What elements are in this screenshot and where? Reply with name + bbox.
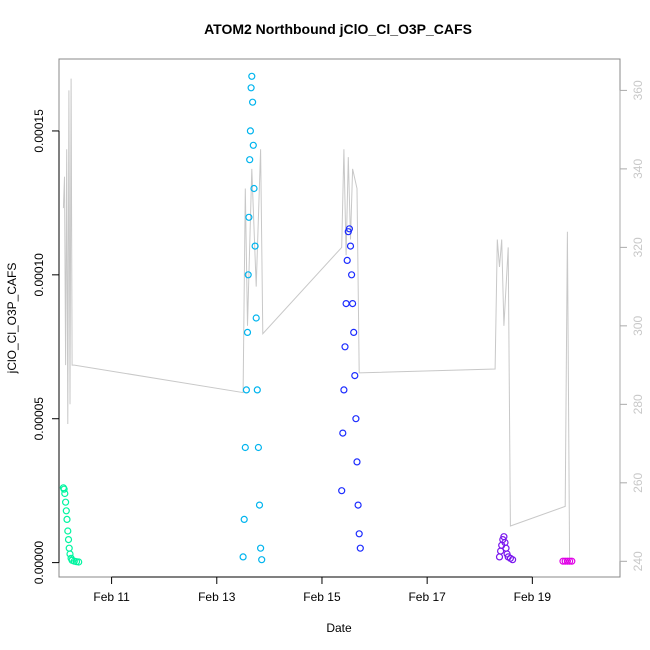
data-point	[75, 558, 83, 566]
data-point	[242, 386, 250, 394]
x-tick-label: Feb 19	[514, 590, 552, 604]
y2-tick-label: 320	[631, 237, 645, 257]
x-tick-label: Feb 17	[408, 590, 446, 604]
data-point	[343, 256, 351, 264]
data-point	[64, 527, 72, 535]
data-point	[60, 485, 68, 493]
y2-tick-label: 240	[631, 551, 645, 571]
data-point	[61, 489, 69, 498]
data-point	[66, 550, 74, 558]
data-point	[240, 515, 248, 524]
y-tick-label: 0.00015	[32, 109, 46, 153]
data-point	[352, 415, 360, 423]
data-point	[62, 507, 70, 515]
data-point	[258, 556, 266, 564]
data-point	[345, 225, 353, 233]
data-point	[351, 372, 359, 380]
y-axis-right: 240 260 280 300 320 340 360	[619, 80, 645, 571]
y-axis-left: 0.00000 0.00005 0.00010 0.00015	[32, 109, 60, 585]
data-point	[495, 553, 504, 561]
data-point	[338, 487, 346, 495]
data-point	[64, 535, 73, 544]
y-axis-label: jClO_Cl_O3P_CAFS	[5, 263, 19, 375]
data-point	[355, 530, 363, 538]
data-point	[356, 544, 364, 552]
secondary-series-line	[62, 78, 571, 562]
data-point	[568, 557, 576, 565]
y2-tick-label: 300	[631, 316, 645, 336]
data-point	[508, 556, 517, 564]
data-point	[241, 443, 249, 452]
data-point	[339, 429, 347, 437]
y-tick-label: 0.00005	[32, 397, 46, 441]
data-point	[250, 184, 258, 193]
data-point	[257, 544, 265, 552]
data-points-layer	[59, 72, 576, 566]
data-point	[348, 271, 356, 279]
data-point	[341, 343, 349, 351]
data-point	[353, 458, 361, 466]
data-point	[502, 544, 510, 552]
data-point	[239, 553, 247, 561]
y2-tick-label: 360	[631, 80, 645, 100]
data-point	[350, 328, 358, 336]
data-point	[63, 515, 71, 524]
data-point	[243, 328, 252, 336]
x-axis-label: Date	[326, 621, 352, 635]
y2-tick-label: 260	[631, 472, 645, 492]
y-tick-label: 0.00000	[32, 541, 46, 585]
x-axis: Feb 11 Feb 13 Feb 15 Feb 17 Feb 19	[93, 576, 552, 604]
chart-title: ATOM2 Northbound jClO_Cl_O3P_CAFS	[204, 21, 472, 37]
data-point	[249, 141, 257, 149]
data-point	[565, 557, 574, 565]
data-point	[340, 386, 348, 394]
data-point	[254, 443, 262, 452]
x-tick-label: Feb 11	[93, 590, 130, 604]
y2-tick-label: 280	[631, 394, 645, 414]
data-point	[65, 544, 73, 552]
data-point	[244, 271, 252, 279]
data-point	[248, 72, 256, 80]
y2-tick-label: 340	[631, 159, 645, 179]
y-tick-label: 0.00010	[32, 253, 46, 297]
data-point	[253, 386, 261, 394]
data-point	[255, 501, 264, 509]
data-point	[245, 213, 253, 221]
data-point	[346, 242, 355, 250]
data-point	[249, 98, 257, 106]
plot-frame	[58, 58, 621, 578]
data-point	[349, 300, 357, 308]
data-point	[563, 557, 572, 565]
data-point	[342, 300, 350, 308]
data-point	[252, 314, 260, 322]
secondary-series-layer	[62, 78, 571, 562]
x-tick-label: Feb 13	[198, 590, 236, 604]
data-point	[354, 501, 362, 509]
data-point	[246, 127, 254, 135]
data-point	[61, 498, 70, 506]
x-tick-label: Feb 15	[303, 590, 341, 604]
data-point	[247, 84, 255, 92]
data-point	[251, 242, 259, 250]
data-point	[246, 156, 254, 164]
